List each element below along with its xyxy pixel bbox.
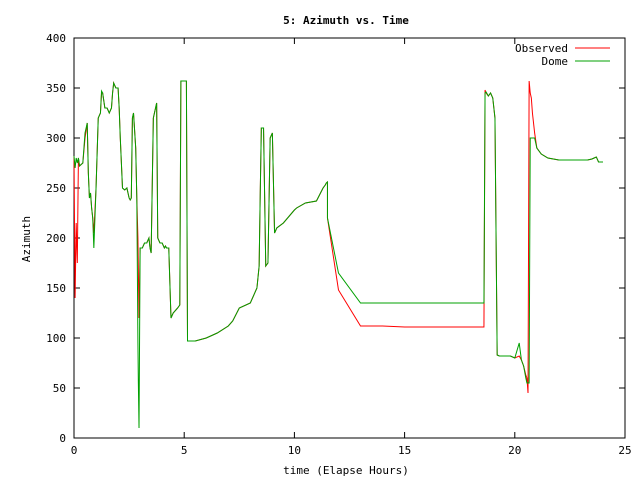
chart-title: 5: Azimuth vs. Time xyxy=(283,14,409,27)
x-tick-label: 5 xyxy=(181,444,188,457)
y-tick-label: 150 xyxy=(46,282,66,295)
x-axis-label: time (Elapse Hours) xyxy=(283,464,409,477)
legend: Observed Dome xyxy=(515,42,610,68)
y-tick-label: 250 xyxy=(46,182,66,195)
x-tick-label: 10 xyxy=(288,444,301,457)
x-tick-label: 15 xyxy=(398,444,411,457)
x-tick-label: 25 xyxy=(618,444,631,457)
y-tick-label: 50 xyxy=(53,382,66,395)
x-tick-label: 20 xyxy=(508,444,521,457)
legend-label-observed: Observed xyxy=(515,42,568,55)
y-axis-label: Azimuth xyxy=(20,216,33,262)
x-axis-ticks: 0 5 10 15 20 25 xyxy=(71,38,632,457)
x-tick-label: 0 xyxy=(71,444,78,457)
y-tick-label: 300 xyxy=(46,132,66,145)
y-tick-label: 200 xyxy=(46,232,66,245)
y-tick-label: 100 xyxy=(46,332,66,345)
y-tick-label: 400 xyxy=(46,32,66,45)
y-tick-label: 350 xyxy=(46,82,66,95)
y-tick-label: 0 xyxy=(59,432,66,445)
plot-frame xyxy=(73,37,626,439)
series-line-dome xyxy=(73,80,603,429)
plot-border xyxy=(73,37,626,439)
series-lines xyxy=(73,80,603,429)
legend-label-dome: Dome xyxy=(542,55,569,68)
y-axis-ticks: 0 50 100 150 200 250 300 350 400 xyxy=(46,32,625,445)
